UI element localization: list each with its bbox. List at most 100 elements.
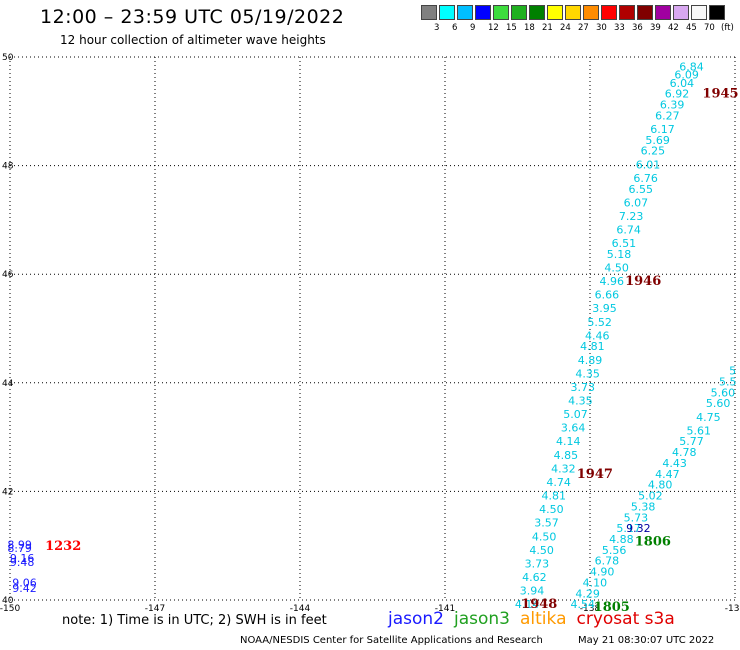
- swh-value: 4.75: [696, 411, 721, 424]
- swh-value: 7.23: [619, 210, 644, 223]
- color-scale-swatch: [709, 5, 725, 20]
- color-scale-label: 39: [650, 23, 661, 33]
- swh-value: 4.96: [600, 275, 625, 288]
- color-scale-label: 70: [704, 23, 715, 33]
- legend-entry: altika: [520, 609, 567, 629]
- swh-value: 6.07: [624, 196, 649, 209]
- units-note: note: 1) Time is in UTC; 2) SWH is in fe…: [62, 613, 327, 628]
- color-scale-label: 18: [524, 23, 535, 33]
- swh-value: 4.85: [554, 449, 579, 462]
- swh-value: 6.25: [641, 145, 666, 158]
- color-scale-swatch: [637, 5, 653, 20]
- legend-entry: cryosat s3a: [576, 609, 675, 629]
- swh-value: 4.81: [542, 490, 567, 503]
- color-scale-label: 12: [488, 23, 499, 33]
- swh-value: 5.17: [616, 522, 641, 535]
- swh-value: 6.17: [650, 123, 675, 136]
- generation-timestamp: May 21 08:30:07 UTC 2022: [578, 635, 715, 646]
- color-scale-label: 3: [434, 23, 440, 33]
- credit-line: NOAA/NESDIS Center for Satellite Applica…: [240, 635, 543, 646]
- color-scale-label: 42: [668, 23, 679, 33]
- color-scale-swatch: [673, 5, 689, 20]
- swh-value: 6.51: [612, 237, 637, 250]
- swh-value: 5.07: [563, 408, 588, 421]
- swh-value: 5.77: [679, 435, 704, 448]
- color-scale-swatch: [655, 5, 671, 20]
- swh-value: 6.78: [595, 555, 620, 568]
- swh-value: 3.64: [561, 422, 586, 435]
- pass-time-label: 1947: [577, 467, 613, 482]
- swh-value: 4.14: [515, 598, 540, 611]
- swh-value: 4.78: [672, 446, 697, 459]
- lat-tick-label: 48: [2, 162, 14, 172]
- swh-value: 4.47: [655, 468, 680, 481]
- swh-value: 5.56: [602, 544, 627, 557]
- swh-value: 6.66: [595, 289, 620, 302]
- swh-value: 4.54: [571, 598, 596, 611]
- map-subtitle: 12 hour collection of altimeter wave hei…: [60, 33, 326, 47]
- swh-value: 4.10: [583, 576, 608, 589]
- swh-value: 5.60: [706, 397, 731, 410]
- swh-value: 4.43: [662, 457, 687, 470]
- swh-value: 5.18: [607, 248, 632, 261]
- lon-tick-label: -147: [145, 604, 165, 614]
- swh-value: 4.35: [568, 395, 593, 408]
- swh-value: 4.29: [575, 587, 600, 600]
- swh-value: 4.14: [556, 435, 581, 448]
- pass-time-label: 1948: [521, 597, 557, 612]
- legend-entry: jason2: [388, 609, 444, 629]
- color-scale-swatch: [547, 5, 563, 20]
- lon-tick-label: -144: [290, 604, 311, 614]
- swh-value: 9.06: [12, 576, 37, 589]
- color-scale-swatch: [565, 5, 581, 20]
- swh-value: 5.52: [587, 316, 612, 329]
- swh-value: 3.94: [520, 585, 545, 598]
- swh-value: 3.57: [534, 517, 559, 530]
- swh-value: 9.42: [12, 582, 37, 595]
- swh-value: 4.89: [578, 354, 603, 367]
- swh-value: 5.61: [687, 424, 712, 437]
- pass-time-label: 1232: [45, 539, 81, 554]
- swh-value: 5: [729, 365, 736, 378]
- swh-value: 3.73: [525, 557, 550, 570]
- color-scale-swatch: [439, 5, 455, 20]
- swh-value: 3.95: [592, 302, 617, 315]
- color-scale-swatch: [511, 5, 527, 20]
- swh-value: 5.73: [624, 511, 649, 524]
- swh-value: 4.81: [580, 340, 605, 353]
- swh-value: 6.84: [679, 61, 704, 74]
- lat-tick-label: 42: [2, 487, 13, 497]
- color-scale-swatch: [691, 5, 707, 20]
- color-scale-swatch: [421, 5, 437, 20]
- lon-tick-label: -141: [435, 604, 455, 614]
- swh-value: 6.74: [616, 223, 641, 236]
- swh-value: 5.60: [711, 386, 736, 399]
- swh-value: 6.39: [660, 99, 685, 112]
- color-scale-label: 36: [632, 23, 643, 33]
- color-scale-label: 30: [596, 23, 607, 33]
- color-scale-label: 9: [470, 23, 476, 33]
- lat-tick-label: 50: [2, 53, 14, 63]
- color-scale-swatch: [583, 5, 599, 20]
- color-scale-swatch: [457, 5, 473, 20]
- swh-value: 5.5: [719, 376, 737, 389]
- swh-value: 4.50: [539, 503, 564, 516]
- lat-tick-label: 46: [2, 270, 14, 280]
- swh-value: 4.46: [585, 329, 610, 342]
- satellite-legend: jason2 jason3 altika cryosat s3a: [388, 609, 685, 629]
- swh-value: 4.50: [529, 544, 554, 557]
- color-scale-label: 24: [560, 23, 571, 33]
- swh-value: 4.80: [648, 479, 673, 492]
- color-scale-label: 27: [578, 23, 589, 33]
- swh-value: 6.27: [655, 109, 680, 122]
- swh-value: 6.92: [665, 88, 690, 101]
- swh-value: 4.88: [609, 533, 634, 546]
- swh-value: 6.04: [670, 77, 695, 90]
- color-scale-unit: (ft): [721, 23, 734, 33]
- swh-value: 4.62: [522, 571, 547, 584]
- swh-value: 5.02: [638, 490, 663, 503]
- color-scale-swatch: [475, 5, 491, 20]
- swh-value: 4.90: [590, 566, 615, 579]
- swh-value: 6.09: [674, 69, 699, 82]
- swh-value: 4.74: [546, 476, 571, 489]
